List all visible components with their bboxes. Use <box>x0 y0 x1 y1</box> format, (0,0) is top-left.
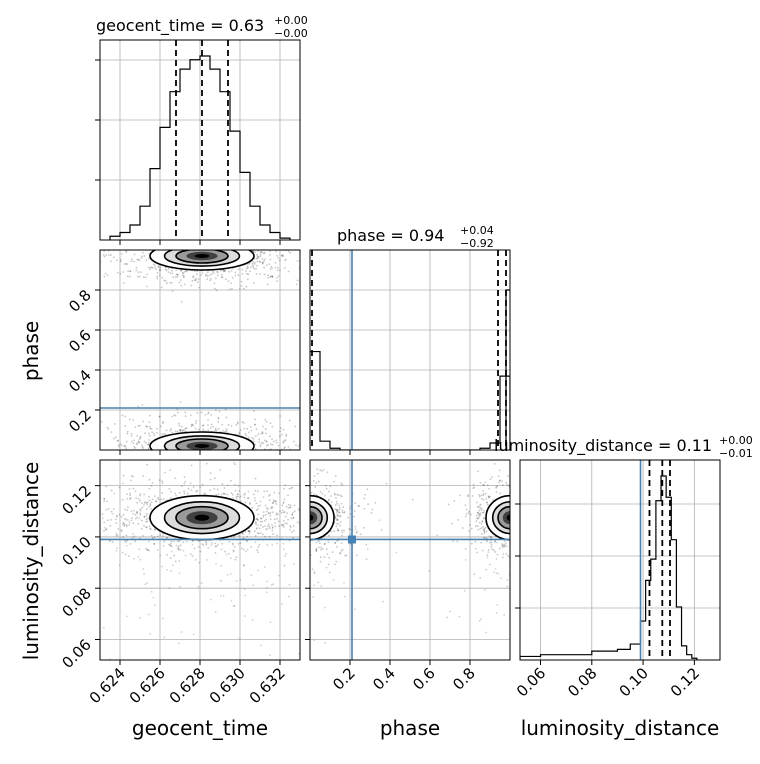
truth-marker-luminosity_distance-vs-phase <box>348 535 356 544</box>
grid-layer <box>100 40 720 660</box>
panel-frame-luminosity_distance-marginal <box>519 459 721 661</box>
x-axis-label-phase: phase <box>380 716 440 740</box>
y-axis-label-luminosity_distance: luminosity_distance <box>19 462 43 661</box>
contour-phase-vs-geocent_time-1-1 <box>163 435 241 450</box>
title-phase: phase = 0.94 <box>337 226 444 245</box>
title-geocent_time-sup: +0.00 <box>274 14 308 27</box>
contour-luminosity_distance-vs-phase-0-2 <box>310 505 323 530</box>
panel-frame-luminosity_distance-vs-phase <box>309 459 511 661</box>
density-level-luminosity_distance-vs-phase-1-3 <box>502 511 510 525</box>
density-level-phase-vs-geocent_time-1-4 <box>194 444 210 448</box>
contour-phase-vs-geocent_time-0-1 <box>163 250 241 267</box>
density-level-phase-vs-geocent_time-0-4 <box>194 254 210 258</box>
density-level-luminosity_distance-vs-phase-0-4 <box>310 514 314 521</box>
title-luminosity_distance-sub: −0.01 <box>719 447 753 460</box>
contour-phase-vs-geocent_time-0-2 <box>175 250 229 264</box>
contour-luminosity_distance-vs-phase-1-1 <box>491 501 510 535</box>
density-layer <box>150 250 510 540</box>
contour-luminosity_distance-vs-phase-1-2 <box>497 505 510 530</box>
contour-luminosity_distance-vs-phase-1-0 <box>485 494 510 541</box>
contour-phase-vs-geocent_time-1-2 <box>175 438 229 450</box>
contours-phase-vs-geocent_time <box>149 250 255 450</box>
x-axis-label-luminosity_distance: luminosity_distance <box>521 716 720 740</box>
density-level-luminosity_distance-vs-geocent_time-0-4 <box>194 514 210 521</box>
title-phase-sub: −0.92 <box>460 237 494 250</box>
title-luminosity_distance: luminosity_distance = 0.11 <box>494 436 712 456</box>
contour-luminosity_distance-vs-geocent_time-0-1 <box>163 501 241 535</box>
histogram-step-phase-marginal <box>310 350 510 450</box>
contour-luminosity_distance-vs-phase-0-0 <box>310 494 335 541</box>
title-phase-sup: +0.04 <box>460 224 494 237</box>
panel-frame-phase-marginal <box>309 249 511 451</box>
histogram-step-luminosity_distance-marginal <box>520 475 698 660</box>
truth-lines-layer <box>100 250 642 660</box>
title-geocent_time-sub: −0.00 <box>274 27 308 40</box>
histogram-layer <box>109 40 698 660</box>
density-luminosity_distance-vs-phase <box>310 495 510 540</box>
histogram-step-geocent_time-marginal <box>109 55 291 240</box>
title-geocent_time: geocent_time = 0.63 <box>96 16 264 36</box>
y-axis-label-phase: phase <box>19 321 43 381</box>
contour-phase-vs-geocent_time-1-0 <box>149 431 255 450</box>
density-level-luminosity_distance-vs-phase-1-4 <box>506 514 510 521</box>
title-luminosity_distance-sup: +0.00 <box>719 434 753 447</box>
contour-phase-vs-geocent_time-0-0 <box>149 250 255 271</box>
contour-luminosity_distance-vs-geocent_time-0-2 <box>175 505 229 530</box>
contours-luminosity_distance-vs-geocent_time <box>149 494 255 541</box>
x-axis-label-geocent_time: geocent_time <box>132 716 268 740</box>
panel-frames-layer <box>99 39 721 661</box>
density-level-luminosity_distance-vs-phase-0-3 <box>310 511 318 525</box>
